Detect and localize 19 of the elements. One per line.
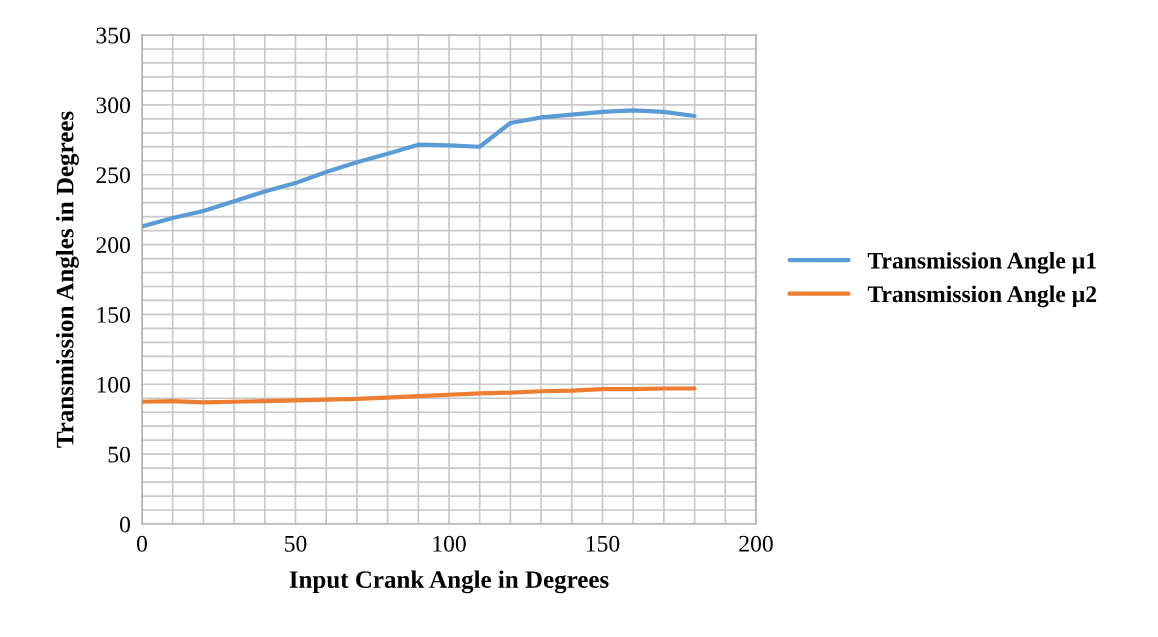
x-tick-label: 50 <box>285 535 307 552</box>
y-tick-label: 250 <box>96 167 130 184</box>
y-tick-label: 300 <box>96 97 130 114</box>
y-tick-label: 0 <box>119 516 130 533</box>
x-tick-label: 150 <box>586 535 620 552</box>
x-tick-label: 0 <box>137 535 147 552</box>
line-series <box>142 108 697 229</box>
x-tick-label: 100 <box>433 535 466 552</box>
y-axis-title: Transmission Angles in Degrees <box>55 111 79 448</box>
x-tick-label: 200 <box>739 535 773 552</box>
y-tick-label: 200 <box>96 237 130 253</box>
legend-label: Transmission Angle µ1 <box>867 252 1096 274</box>
y-tick-label: 100 <box>97 376 130 393</box>
line-series <box>142 386 697 405</box>
x-axis-title: Input Crank Angle in Degrees <box>289 570 609 594</box>
y-tick-label: 150 <box>97 306 130 323</box>
y-tick-label: 50 <box>108 446 130 463</box>
legend-label: Transmission Angle µ2 <box>867 285 1097 308</box>
y-tick-label: 350 <box>96 27 130 44</box>
